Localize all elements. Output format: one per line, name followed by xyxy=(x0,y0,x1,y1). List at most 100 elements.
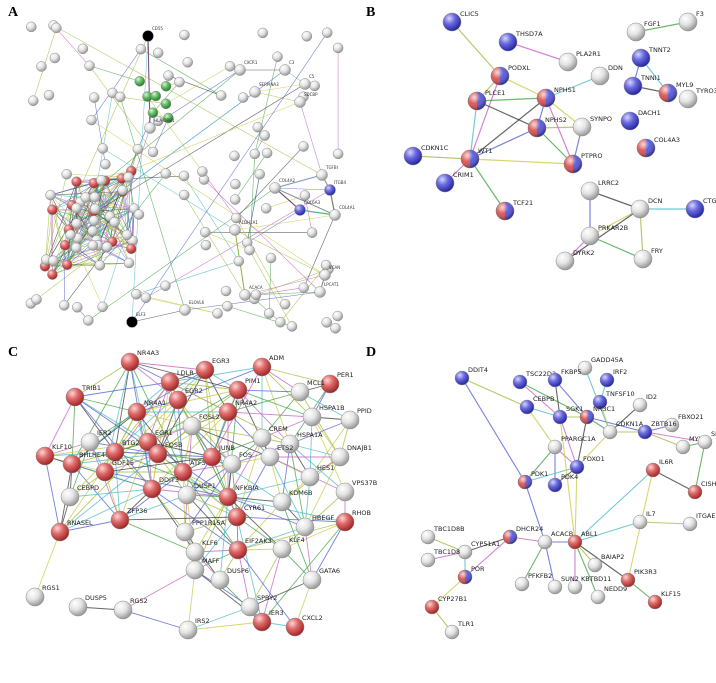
node xyxy=(195,360,215,380)
node-label: DUSP1 xyxy=(194,482,216,490)
edge xyxy=(52,209,95,221)
node-label: TCF21 xyxy=(512,199,533,207)
node xyxy=(279,298,291,310)
edge xyxy=(254,83,306,93)
node-label: POR xyxy=(471,565,485,573)
edge xyxy=(136,389,239,413)
node-label: CRIM1 xyxy=(453,171,474,179)
node-label: NR4A2 xyxy=(235,399,257,407)
edge xyxy=(136,411,193,427)
edge xyxy=(412,155,471,160)
node xyxy=(590,66,610,86)
node-label: FRY xyxy=(651,247,663,255)
node xyxy=(631,48,651,68)
edge xyxy=(74,396,149,443)
node xyxy=(265,252,277,264)
node xyxy=(179,29,190,41)
edge xyxy=(554,379,588,418)
edge xyxy=(93,178,122,221)
node-label: TNFSF10 xyxy=(605,390,635,398)
node-label: PPP1R15A xyxy=(192,519,226,527)
node xyxy=(420,529,436,545)
node xyxy=(626,22,646,42)
edge xyxy=(303,214,336,288)
node xyxy=(537,534,553,550)
node xyxy=(72,302,83,313)
edge xyxy=(227,411,291,445)
edge xyxy=(299,391,351,421)
node xyxy=(697,434,713,450)
node-label: NR4A1 xyxy=(144,399,166,407)
panel-label: A xyxy=(8,5,19,20)
edge xyxy=(177,399,233,465)
node xyxy=(197,166,208,177)
edge xyxy=(237,526,306,551)
node xyxy=(28,95,39,106)
node xyxy=(43,89,55,101)
node xyxy=(263,308,275,319)
node xyxy=(94,260,106,271)
edge xyxy=(114,149,139,223)
edge xyxy=(120,96,167,105)
edge xyxy=(299,391,341,458)
node xyxy=(678,89,698,109)
node xyxy=(234,64,246,76)
node-label: CEBPB xyxy=(533,395,554,403)
node xyxy=(454,370,470,386)
node xyxy=(259,130,270,141)
edge xyxy=(104,411,138,473)
edge xyxy=(519,381,561,418)
node-label: CYP27B1 xyxy=(438,595,467,603)
node-label: BHLHE40 xyxy=(79,451,109,459)
node-label: DACH1 xyxy=(638,109,661,117)
edge xyxy=(122,609,189,631)
node xyxy=(580,181,600,201)
node-label: EGR1 xyxy=(155,429,173,437)
node xyxy=(572,117,592,137)
edge xyxy=(74,396,116,453)
node-label: CDKN1C xyxy=(421,144,449,152)
node-label: COL4A3 xyxy=(654,136,680,144)
node-label: PDK4 xyxy=(561,473,578,481)
edge xyxy=(69,451,116,498)
edge xyxy=(652,469,696,493)
edge xyxy=(104,453,159,473)
node-label: IER3 xyxy=(269,609,284,617)
edge xyxy=(34,531,61,598)
edge xyxy=(131,35,149,323)
node-label: BAIAP2 xyxy=(601,553,624,561)
edge xyxy=(236,456,271,518)
node xyxy=(47,269,58,280)
edge xyxy=(289,443,346,493)
node-label: CREM xyxy=(269,425,288,433)
node-label: ELF3 xyxy=(136,312,146,317)
edge xyxy=(147,441,213,458)
node-label: COL4A1 xyxy=(339,205,355,210)
edge xyxy=(44,181,77,267)
node-label: KLF6 xyxy=(202,539,218,547)
node-label: FOSL2 xyxy=(199,413,220,421)
edge xyxy=(246,174,261,243)
edge xyxy=(559,416,578,468)
node xyxy=(163,112,174,124)
node-label: FBXO21 xyxy=(678,413,704,421)
node xyxy=(185,560,205,580)
edge xyxy=(524,466,578,483)
node xyxy=(152,115,164,127)
edge xyxy=(191,425,263,439)
edge xyxy=(104,101,301,182)
node-label: SGK1 xyxy=(566,405,584,413)
node-shade xyxy=(495,201,515,221)
edge xyxy=(574,541,629,581)
node xyxy=(229,194,241,205)
node-label: TGFBI xyxy=(325,165,338,170)
node xyxy=(127,402,147,422)
edge xyxy=(63,241,113,306)
node xyxy=(442,12,462,32)
node xyxy=(88,92,100,103)
node-label: FGF1 xyxy=(644,20,661,28)
node-label: CTGF xyxy=(703,197,716,205)
node-label: GDF15 xyxy=(112,459,134,467)
node-label: ACACA xyxy=(249,285,263,290)
edge xyxy=(274,174,323,189)
